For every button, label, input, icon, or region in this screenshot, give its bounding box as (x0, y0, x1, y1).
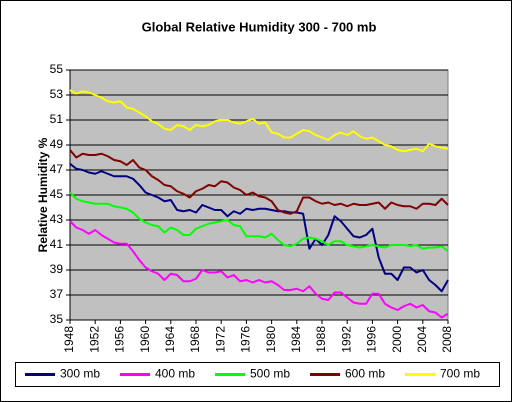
x-tick-label: 1968 (188, 326, 202, 353)
x-tick-label: 2004 (415, 326, 429, 353)
x-tick-label: 1960 (138, 326, 152, 353)
y-axis-label: Relative Humidity % (36, 137, 50, 252)
y-tick-label: 35 (50, 312, 64, 326)
series-line (69, 162, 449, 293)
y-tick-label: 51 (50, 112, 64, 126)
x-tick-label: 1992 (339, 326, 353, 353)
x-tick-label: 1996 (365, 326, 379, 353)
series-line (69, 89, 449, 153)
legend-label: 400 mb (155, 367, 195, 381)
x-tick-label: 1984 (289, 326, 303, 353)
x-tick-label: 1956 (113, 326, 127, 353)
series-line (69, 149, 449, 215)
x-tick-label: 2008 (440, 326, 454, 353)
y-tick-label: 39 (50, 262, 64, 276)
y-tick-label: 43 (50, 212, 64, 226)
x-tick-label: 1948 (62, 326, 76, 353)
y-tick-label: 37 (50, 287, 64, 301)
legend-label: 500 mb (250, 367, 290, 381)
legend-label: 700 mb (440, 367, 480, 381)
y-tick-label: 41 (50, 237, 64, 251)
y-tick-label: 47 (50, 162, 64, 176)
x-tick-label: 1964 (163, 326, 177, 353)
legend-label: 600 mb (345, 367, 385, 381)
y-tick-label: 45 (50, 187, 64, 201)
x-tick-label: 1988 (314, 326, 328, 353)
y-tick-label: 49 (50, 137, 64, 151)
chart-title: Global Relative Humidity 300 - 700 mb (142, 19, 377, 34)
x-tick-label: 1952 (87, 326, 101, 353)
x-tick-label: 1980 (264, 326, 278, 353)
x-tick-label: 1976 (239, 326, 253, 353)
x-tick-label: 1972 (213, 326, 227, 353)
series-line (69, 191, 449, 253)
legend-label: 300 mb (60, 367, 100, 381)
series-line (69, 220, 449, 319)
x-tick-label: 2000 (390, 326, 404, 353)
y-tick-label: 55 (50, 62, 64, 76)
y-tick-label: 53 (50, 87, 64, 101)
